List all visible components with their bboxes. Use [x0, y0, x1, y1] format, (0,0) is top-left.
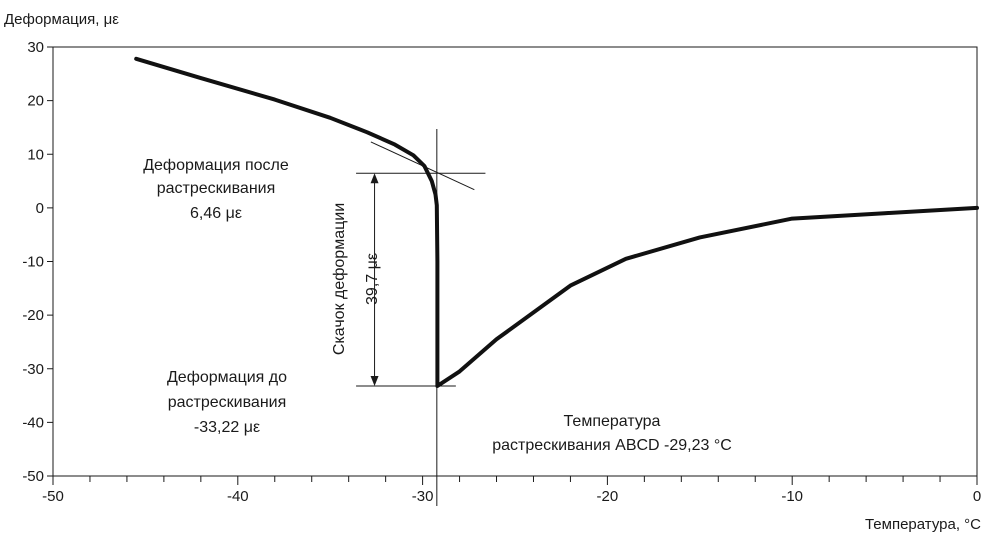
- after-label-line2: растрескивания: [157, 180, 276, 197]
- x-tick-label: -10: [781, 488, 803, 505]
- x-tick-label: -40: [227, 488, 249, 505]
- before-label-value: -33,22 με: [194, 419, 260, 436]
- y-tick-label: 0: [36, 200, 44, 217]
- x-tick-label: 0: [973, 488, 981, 505]
- x-tick-label: -20: [597, 488, 619, 505]
- jump-value: 39,7 με: [364, 253, 381, 305]
- after-label-line1: Деформация после: [143, 157, 289, 174]
- x-tick-label: -30: [412, 488, 434, 505]
- plot-frame: [52, 46, 978, 477]
- crack-temperature-annotation: Температура растрескивания ABCD -29,23 °…: [492, 413, 732, 454]
- after-label-value: 6,46 με: [190, 205, 242, 222]
- y-tick-label: -40: [22, 414, 44, 431]
- y-axis-label: Деформация, με: [4, 11, 119, 28]
- y-tick-label: -10: [22, 254, 44, 271]
- crack-temp-line1: Температура: [564, 413, 661, 430]
- y-tick-label: 30: [27, 39, 44, 56]
- y-tick-label: 10: [27, 146, 44, 163]
- y-tick-label: -30: [22, 361, 44, 378]
- axis-ticks: [47, 46, 978, 485]
- crack-temp-line2: растрескивания ABCD -29,23 °С: [492, 437, 732, 454]
- y-tick-label: 20: [27, 93, 44, 110]
- jump-arrow-up: [370, 173, 379, 184]
- x-axis-label: Температура, °С: [865, 516, 981, 533]
- x-tick-label: -50: [42, 488, 64, 505]
- before-label-line1: Деформация до: [167, 369, 287, 386]
- jump-label: Скачок деформации: [331, 203, 348, 355]
- after-cracking-annotation: Деформация после растрескивания 6,46 με: [143, 157, 289, 222]
- annotation-lines: [356, 129, 486, 506]
- y-tick-label: -50: [22, 468, 44, 485]
- before-cracking-annotation: Деформация до растрескивания -33,22 με: [167, 369, 287, 436]
- axis-tick-labels: 30 20 10 0 -10 -20 -30 -40 -50 -50 -40 -30 -20 -10 0: [22, 39, 981, 505]
- jump-arrow-down: [370, 376, 379, 387]
- strain-curve: [134, 56, 979, 388]
- before-label-line2: растрескивания: [168, 394, 287, 411]
- y-tick-label: -20: [22, 307, 44, 324]
- jump-annotation: Скачок деформации 39,7 με: [331, 203, 381, 355]
